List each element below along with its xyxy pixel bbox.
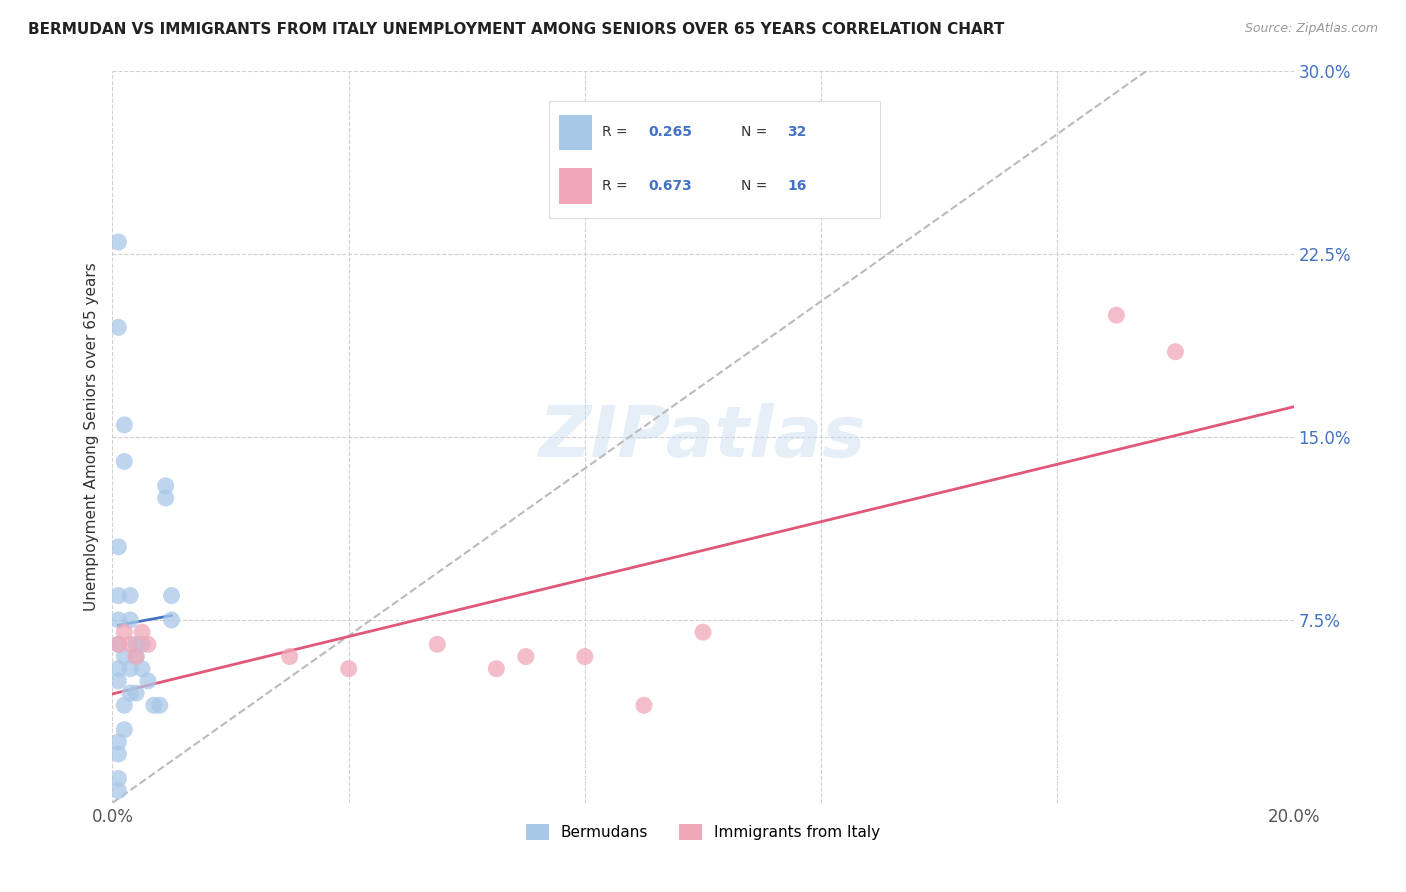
Text: BERMUDAN VS IMMIGRANTS FROM ITALY UNEMPLOYMENT AMONG SENIORS OVER 65 YEARS CORRE: BERMUDAN VS IMMIGRANTS FROM ITALY UNEMPL… [28,22,1004,37]
Point [131,625,153,640]
Y-axis label: Unemployment Among Seniors over 65 years: Unemployment Among Seniors over 65 years [83,263,98,611]
Point [107,637,129,651]
Point [107,662,129,676]
Point [112,723,135,737]
Point [120,637,142,651]
Point [149,698,172,713]
Point [278,649,301,664]
Point [136,673,159,688]
Point [136,637,159,651]
Point [107,540,129,554]
Point [107,772,129,786]
Point [574,649,596,664]
Point [1105,308,1128,322]
Point [120,686,142,700]
Text: Source: ZipAtlas.com: Source: ZipAtlas.com [1244,22,1378,36]
Text: ZIPatlas: ZIPatlas [540,402,866,472]
Point [107,320,129,334]
Point [1164,344,1187,359]
Point [120,662,142,676]
Point [426,637,449,651]
Point [107,673,129,688]
Point [160,589,183,603]
Point [112,454,135,468]
Point [107,613,129,627]
Point [125,686,148,700]
Point [125,637,148,651]
Point [112,649,135,664]
Point [107,735,129,749]
Point [125,649,148,664]
Point [112,417,135,432]
Point [131,637,153,651]
Point [112,698,135,713]
Point [125,649,148,664]
Point [633,698,655,713]
Point [107,747,129,761]
Legend: Bermudans, Immigrants from Italy: Bermudans, Immigrants from Italy [520,818,886,847]
Point [692,625,714,640]
Point [131,662,153,676]
Point [112,625,135,640]
Point [160,613,183,627]
Point [142,698,165,713]
Point [485,662,508,676]
Point [515,649,537,664]
Point [155,479,177,493]
Point [120,613,142,627]
Point [107,235,129,249]
Point [155,491,177,505]
Point [337,662,360,676]
Point [107,589,129,603]
Point [107,637,129,651]
Point [107,783,129,797]
Point [120,589,142,603]
